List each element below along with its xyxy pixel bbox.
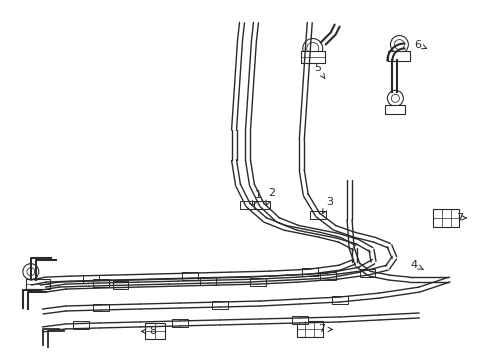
Bar [112, 280, 128, 289]
Bar [331, 296, 347, 303]
Bar [253, 201, 269, 209]
Bar [291, 316, 307, 324]
Bar [200, 276, 216, 285]
Bar [432, 209, 458, 227]
Bar [249, 278, 265, 285]
Text: 1: 1 [252, 190, 261, 206]
Bar [240, 201, 255, 209]
Text: 4: 4 [410, 260, 422, 270]
Bar [26, 279, 50, 289]
Text: 7: 7 [455, 213, 465, 223]
Bar [309, 211, 325, 219]
Bar [73, 321, 88, 329]
Bar [359, 269, 375, 276]
Text: 8: 8 [141, 327, 156, 336]
Circle shape [394, 40, 404, 50]
Circle shape [390, 94, 399, 102]
Bar [212, 301, 227, 309]
Text: 2: 2 [265, 188, 275, 205]
Circle shape [23, 264, 39, 280]
Text: 5: 5 [314, 63, 325, 78]
Bar [387, 50, 409, 62]
Text: 3: 3 [322, 197, 332, 213]
Circle shape [386, 90, 403, 106]
Circle shape [27, 268, 35, 276]
Circle shape [306, 42, 318, 54]
Bar [172, 319, 188, 328]
Bar [296, 321, 322, 337]
Bar [82, 275, 99, 283]
Bar [182, 272, 198, 280]
Bar [145, 323, 165, 339]
Circle shape [389, 36, 407, 54]
Bar [92, 303, 108, 311]
Circle shape [302, 39, 322, 58]
Bar [300, 51, 324, 63]
Bar [301, 268, 317, 276]
Bar [385, 105, 405, 114]
Text: 7: 7 [318, 324, 332, 334]
Text: 6: 6 [413, 40, 426, 50]
Bar [319, 272, 335, 280]
Bar [92, 279, 108, 287]
